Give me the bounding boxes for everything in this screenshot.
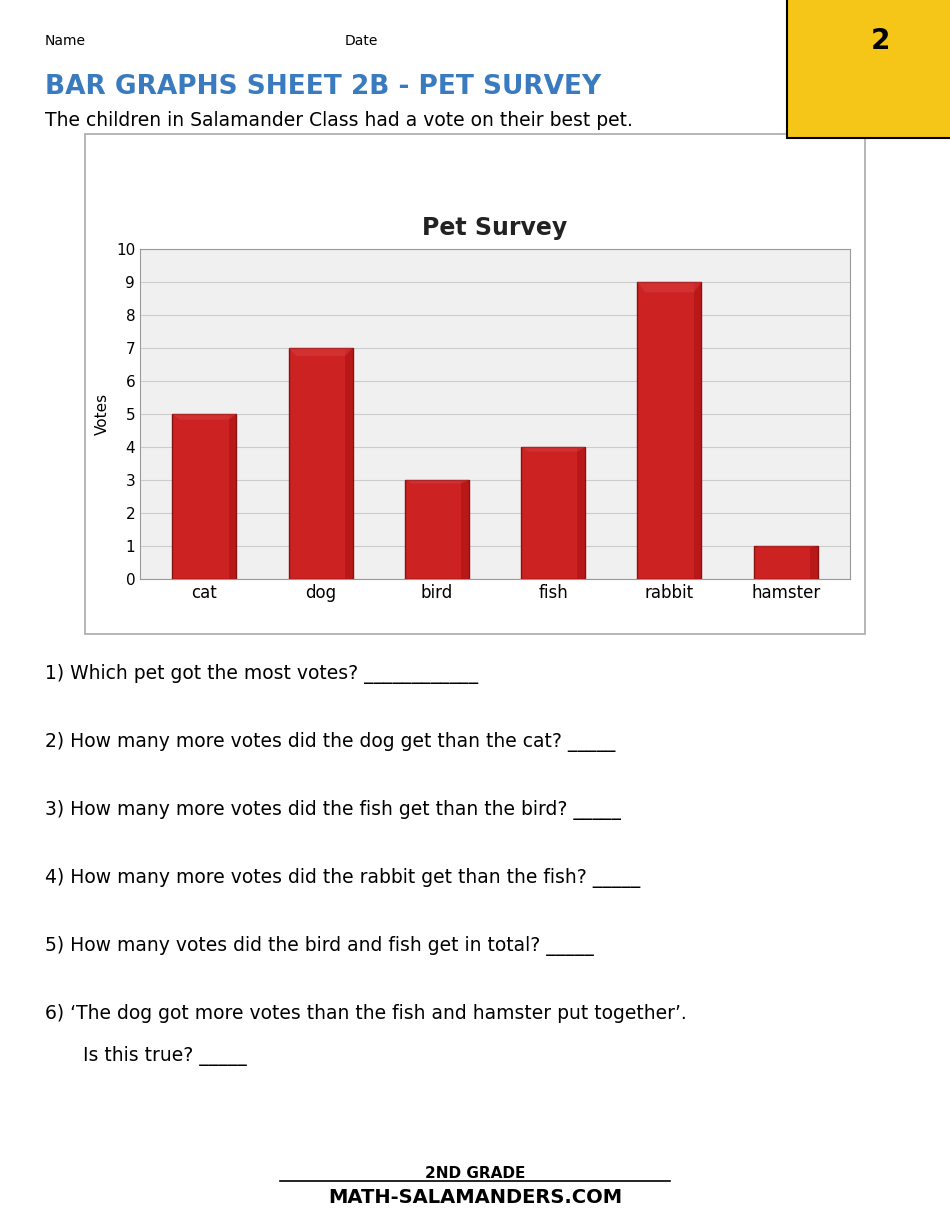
Text: 6) ‘The dog got more votes than the fish and hamster put together’.: 6) ‘The dog got more votes than the fish… [45, 1004, 687, 1023]
Polygon shape [229, 414, 237, 579]
Text: 3) How many more votes did the fish get than the bird? _____: 3) How many more votes did the fish get … [45, 800, 621, 820]
Polygon shape [810, 546, 818, 579]
Bar [753, 546, 818, 579]
Text: 5) How many votes did the bird and fish get in total? _____: 5) How many votes did the bird and fish … [45, 936, 594, 956]
Bar [405, 481, 469, 579]
Text: MATH-SALAMANDERS.COM: MATH-SALAMANDERS.COM [328, 1188, 622, 1207]
Polygon shape [461, 481, 469, 579]
Polygon shape [172, 414, 237, 420]
Bar [637, 281, 701, 579]
Text: 2) How many more votes did the dog get than the cat? _____: 2) How many more votes did the dog get t… [45, 732, 616, 752]
Polygon shape [289, 348, 352, 356]
Polygon shape [637, 281, 701, 293]
Bar [522, 447, 585, 579]
Text: Is this true? _____: Is this true? _____ [65, 1046, 247, 1066]
Polygon shape [522, 447, 585, 451]
Bar [172, 414, 237, 579]
Bar [289, 348, 352, 579]
Text: 4) How many more votes did the rabbit get than the fish? _____: 4) How many more votes did the rabbit ge… [45, 868, 640, 889]
Text: Name: Name [45, 34, 86, 48]
FancyBboxPatch shape [840, 9, 920, 74]
Text: 2ND GRADE: 2ND GRADE [425, 1166, 525, 1181]
Polygon shape [578, 447, 585, 579]
Polygon shape [405, 481, 469, 483]
Polygon shape [345, 348, 352, 579]
Text: BAR GRAPHS SHEET 2B - PET SURVEY: BAR GRAPHS SHEET 2B - PET SURVEY [45, 74, 601, 100]
Polygon shape [694, 281, 701, 579]
Y-axis label: Votes: Votes [95, 393, 110, 435]
Title: Pet Survey: Pet Survey [423, 216, 568, 240]
Text: 1) Which pet got the most votes? ____________: 1) Which pet got the most votes? _______… [45, 664, 478, 685]
FancyBboxPatch shape [85, 134, 865, 634]
Text: The children in Salamander Class had a vote on their best pet.: The children in Salamander Class had a v… [45, 111, 633, 130]
Text: Date: Date [345, 34, 378, 48]
Text: 2: 2 [870, 27, 890, 55]
